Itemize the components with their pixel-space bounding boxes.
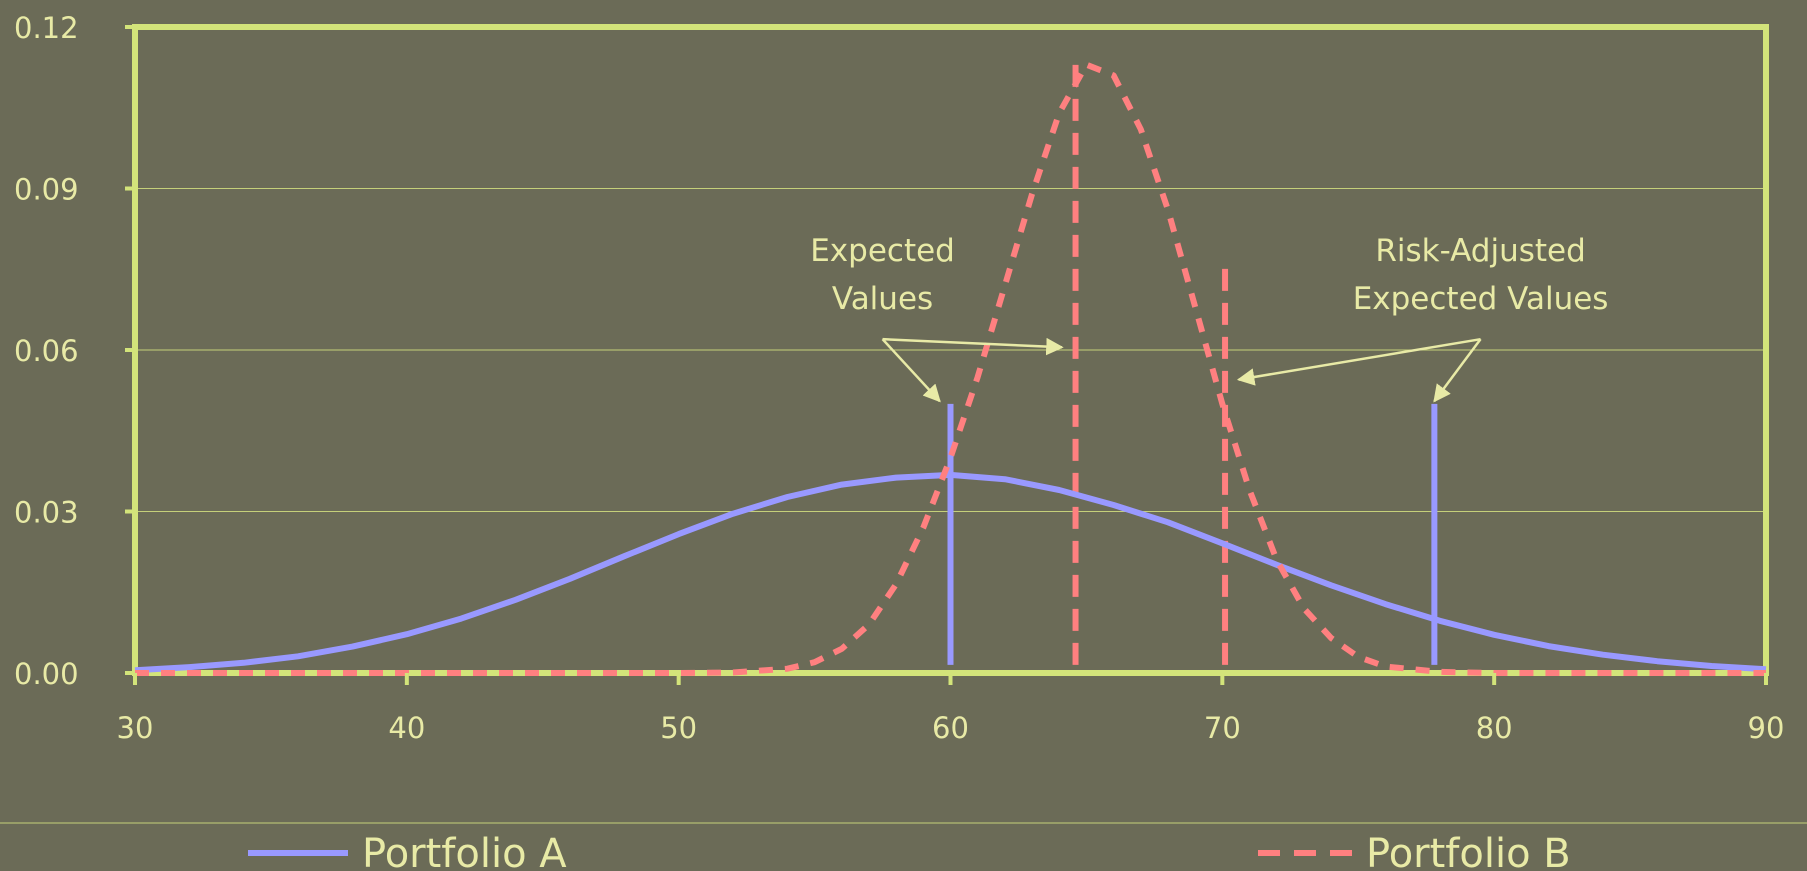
axis-ticks: 0.00 0.03 0.06 0.09 0.12 30 40 50 60 70 80 90 bbox=[14, 11, 1784, 745]
y-tick-label-3: 0.09 bbox=[14, 173, 79, 207]
x-tick-label-2: 50 bbox=[660, 711, 697, 745]
y-tick-label-1: 0.03 bbox=[14, 496, 79, 530]
annotations: Expected Values Risk-Adjusted Expected Valu… bbox=[810, 233, 1609, 403]
annotation-1-arrow-0 bbox=[1236, 337, 1481, 386]
y-tick-label-0: 0.00 bbox=[14, 657, 79, 691]
series-lines bbox=[134, 61, 1767, 676]
legend-label-1: Portfolio B bbox=[1366, 831, 1571, 871]
annotation-1-line-1: Expected Values bbox=[1353, 281, 1609, 317]
x-tick-label-4: 70 bbox=[1204, 711, 1241, 745]
x-tick-label-3: 60 bbox=[932, 711, 969, 745]
y-tick-label-2: 0.06 bbox=[14, 334, 79, 368]
annotation-0-arrow-0 bbox=[881, 338, 941, 403]
x-tick-label-0: 30 bbox=[117, 711, 154, 745]
x-tick-label-1: 40 bbox=[388, 711, 425, 745]
annotation-0-line-0: Expected bbox=[810, 233, 955, 269]
annotation-0-arrow-1 bbox=[882, 337, 1064, 356]
annotation-1-line-0: Risk-Adjusted bbox=[1375, 233, 1585, 269]
annotation-0-line-1: Values bbox=[832, 281, 933, 317]
y-tick-label-4: 0.12 bbox=[14, 11, 79, 45]
x-tick-label-5: 80 bbox=[1476, 711, 1513, 745]
legend: Portfolio A Portfolio B bbox=[0, 822, 1807, 871]
series-line-1 bbox=[135, 61, 1766, 676]
x-tick-label-6: 90 bbox=[1748, 711, 1785, 745]
series-line-0 bbox=[134, 471, 1767, 674]
annotation-1-arrow-1 bbox=[1433, 338, 1482, 403]
legend-label-0: Portfolio A bbox=[362, 831, 567, 871]
